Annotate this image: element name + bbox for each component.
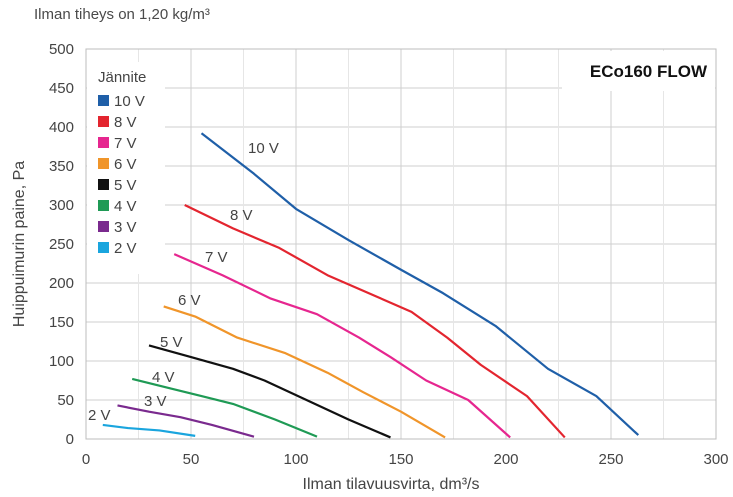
- legend-entry: 3 V: [114, 219, 137, 236]
- legend-swatch: [98, 158, 109, 169]
- series-line: [102, 423, 196, 437]
- x-axis-label: Ilman tilavuusvirta, dm³/s: [303, 476, 480, 493]
- series-label: 4 V: [152, 369, 175, 386]
- legend-entry: 2 V: [114, 240, 137, 257]
- y-tick-label: 200: [49, 275, 74, 292]
- series-line: [200, 132, 640, 436]
- series-line: [131, 377, 318, 438]
- series-label: 8 V: [230, 207, 253, 224]
- legend-entry: 10 V: [114, 93, 145, 110]
- series-label: 7 V: [205, 249, 228, 266]
- legend-entry: 6 V: [114, 156, 137, 173]
- y-tick-label: 250: [49, 236, 74, 253]
- x-tick-label: 250: [598, 451, 623, 468]
- x-tick-label: 50: [183, 451, 200, 468]
- series-line: [148, 344, 391, 439]
- y-tick-label: 0: [66, 431, 74, 448]
- x-tick-label: 300: [703, 451, 728, 468]
- legend-title: Jännite: [98, 69, 146, 86]
- legend-entry: 4 V: [114, 198, 137, 215]
- series-line: [184, 204, 566, 439]
- series-line: [163, 305, 446, 439]
- y-axis-label: Huippuimurin paine, Pa: [11, 161, 28, 327]
- title-box: [562, 51, 715, 91]
- y-tick-label: 100: [49, 353, 74, 370]
- series-label: 10 V: [248, 140, 279, 157]
- legend-swatch: [98, 116, 109, 127]
- x-tick-label: 100: [283, 451, 308, 468]
- y-tick-label: 50: [57, 392, 74, 409]
- series-label: 3 V: [144, 393, 167, 410]
- chart-title: ECo160 FLOW: [590, 62, 708, 81]
- legend-entry: 5 V: [114, 177, 137, 194]
- legend-swatch: [98, 137, 109, 148]
- series-label: 5 V: [160, 334, 183, 351]
- series-line: [117, 404, 255, 438]
- y-tick-label: 450: [49, 80, 74, 97]
- legend-swatch: [98, 242, 109, 253]
- plot-frame: [85, 48, 717, 440]
- y-tick-label: 400: [49, 119, 74, 136]
- x-tick-label: 150: [388, 451, 413, 468]
- x-tick-label: 200: [493, 451, 518, 468]
- series-label: 6 V: [178, 292, 201, 309]
- y-tick-label: 300: [49, 197, 74, 214]
- legend-entry: 7 V: [114, 135, 137, 152]
- x-tick-label: 0: [82, 451, 90, 468]
- y-tick-label: 350: [49, 158, 74, 175]
- legend-swatch: [98, 95, 109, 106]
- air-density-note: Ilman tiheys on 1,20 kg/m³: [34, 6, 210, 23]
- series-line: [173, 253, 511, 439]
- legend-entry: 8 V: [114, 114, 137, 131]
- y-tick-label: 500: [49, 41, 74, 58]
- legend-swatch: [98, 221, 109, 232]
- series-label: 2 V: [88, 407, 111, 424]
- y-tick-label: 150: [49, 314, 74, 331]
- legend-swatch: [98, 179, 109, 190]
- legend-swatch: [98, 200, 109, 211]
